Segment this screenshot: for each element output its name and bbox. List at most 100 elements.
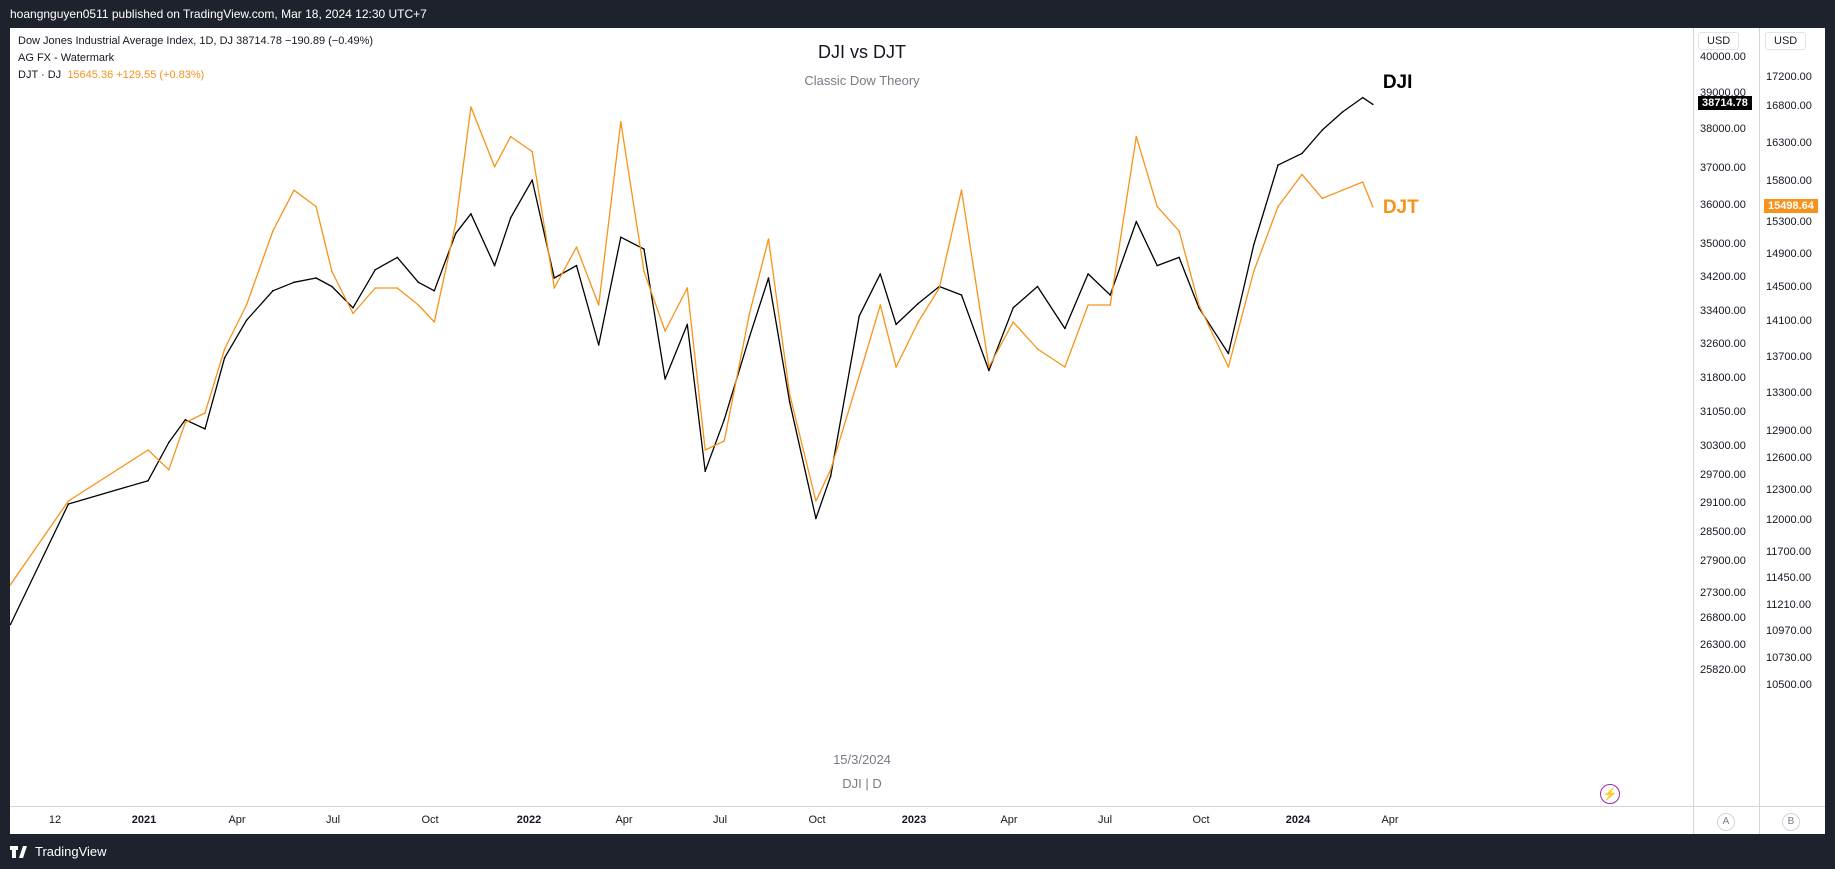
right-axis-tick-label: 14100.00 [1766,315,1812,327]
left-axis-tick-label: 26300.00 [1700,639,1746,651]
right-axis-tick-label: 11210.00 [1766,599,1812,611]
djt-point [1341,189,1344,191]
right-axis-tick-label: 14500.00 [1766,281,1812,293]
djt-point [293,189,295,191]
djt-point [553,287,556,289]
log-scale-button[interactable]: B [1782,813,1800,831]
dji-last-price-tag: 38714.78 [1698,96,1752,111]
right-axis-tick-label: 12900.00 [1766,425,1812,437]
time-axis-tick-label: Apr [1000,814,1018,826]
djt-point [168,468,170,471]
right-axis-tick-label: 12600.00 [1766,452,1812,464]
right-axis-tick-label: 14900.00 [1766,248,1812,260]
djt-point [1321,197,1324,200]
djt-point [1277,205,1279,208]
brand-text: TradingView [35,844,107,859]
left-axis-tick-label: 37000.00 [1700,162,1746,174]
djt-point [184,421,187,424]
left-axis-tick-label: 29100.00 [1700,497,1746,509]
dji-point [748,336,751,338]
time-axis-tick-label: Apr [615,814,633,826]
time-axis-tick-label: Oct [1192,814,1210,826]
dji-point [1064,327,1066,330]
dji-point [1135,220,1138,223]
djt-point [147,449,149,451]
right-axis-tick-label: 13700.00 [1766,351,1812,363]
chart-canvas[interactable] [10,28,1825,834]
legend: Dow Jones Industrial Average Index, 1D, … [18,33,373,84]
dji-point [10,623,12,626]
right-axis-tick-label: 10730.00 [1766,652,1812,664]
djt-point [374,287,377,289]
left-axis-tick-label: 30300.00 [1700,440,1746,452]
dji-point [331,285,333,288]
legend-dji[interactable]: Dow Jones Industrial Average Index, 1D, … [18,35,374,47]
time-axis-tick-label: Oct [808,814,826,826]
publish-header: hoangnguyen0511 published on TradingView… [0,0,1835,28]
djt-point [1156,205,1158,208]
dji-point [1321,129,1324,131]
dji-point [895,323,897,326]
djt-point [960,189,963,191]
dji-series-line[interactable] [10,96,1374,626]
djt-point [1227,366,1230,368]
tradingview-logo[interactable]: TradingView [10,844,107,859]
left-axis-tick-label: 27900.00 [1700,555,1746,567]
dji-point [1036,285,1039,288]
left-axis-currency[interactable]: USD [1698,32,1740,50]
dji-point [1277,164,1279,166]
dji-point [815,517,817,520]
dji-point [723,419,725,421]
dji-point [184,419,187,421]
djt-point [1198,304,1200,306]
left-axis-tick-label: 31050.00 [1700,406,1746,418]
dji-point [509,216,512,219]
legend-djt-name: DJT · DJ [18,69,62,81]
dji-point [1087,273,1089,275]
right-axis-currency[interactable]: USD [1765,32,1807,50]
djt-point [1064,366,1066,368]
dji-point [433,290,436,292]
time-axis-tick-label: Apr [1381,814,1399,826]
dji-point [879,273,882,275]
djt-point [879,304,882,306]
djt-point [315,205,317,208]
time-axis-tick-label: 2021 [131,814,157,826]
dji-series-label: DJI [1382,72,1413,94]
left-axis-tick-label: 26800.00 [1700,612,1746,624]
djt-point [1109,304,1111,306]
djt-series-line[interactable] [10,106,1374,629]
dji-point [917,302,919,305]
djt-point [917,321,919,323]
djt-point [455,222,457,224]
dji-point [597,344,600,346]
right-axis-tick-label: 15800.00 [1766,175,1812,187]
dji-point [493,264,496,267]
djt-point [686,287,689,289]
dji-point [147,479,149,482]
dji-point [245,319,248,322]
djt-point [664,330,666,332]
legend-watermark[interactable]: AG FX - Watermark [18,52,115,64]
djt-point [1178,230,1180,232]
dji-point [417,281,420,284]
legend-djt[interactable]: DJT · DJ 15645.36 +129.55 (+0.83%) [18,67,373,84]
djt-point [396,287,399,289]
lightning-icon[interactable]: ⚡ [1600,784,1620,804]
djt-point [895,366,897,368]
dji-point [470,213,472,215]
right-axis-tick-label: 17200.00 [1766,71,1812,83]
djt-point [417,304,420,306]
dji-point [293,281,295,284]
right-axis-tick-label: 16300.00 [1766,137,1812,149]
djt-point [1012,321,1014,323]
djt-point [1252,270,1255,273]
dji-point [1109,294,1111,296]
dji-point [553,277,556,279]
time-axis-tick-label: 2022 [516,814,542,826]
left-axis-tick-label: 28500.00 [1700,526,1746,538]
dji-point [531,179,533,181]
chart-frame[interactable]: Dow Jones Industrial Average Index, 1D, … [10,28,1825,834]
djt-point [704,449,706,451]
auto-scale-button[interactable]: A [1717,813,1735,831]
